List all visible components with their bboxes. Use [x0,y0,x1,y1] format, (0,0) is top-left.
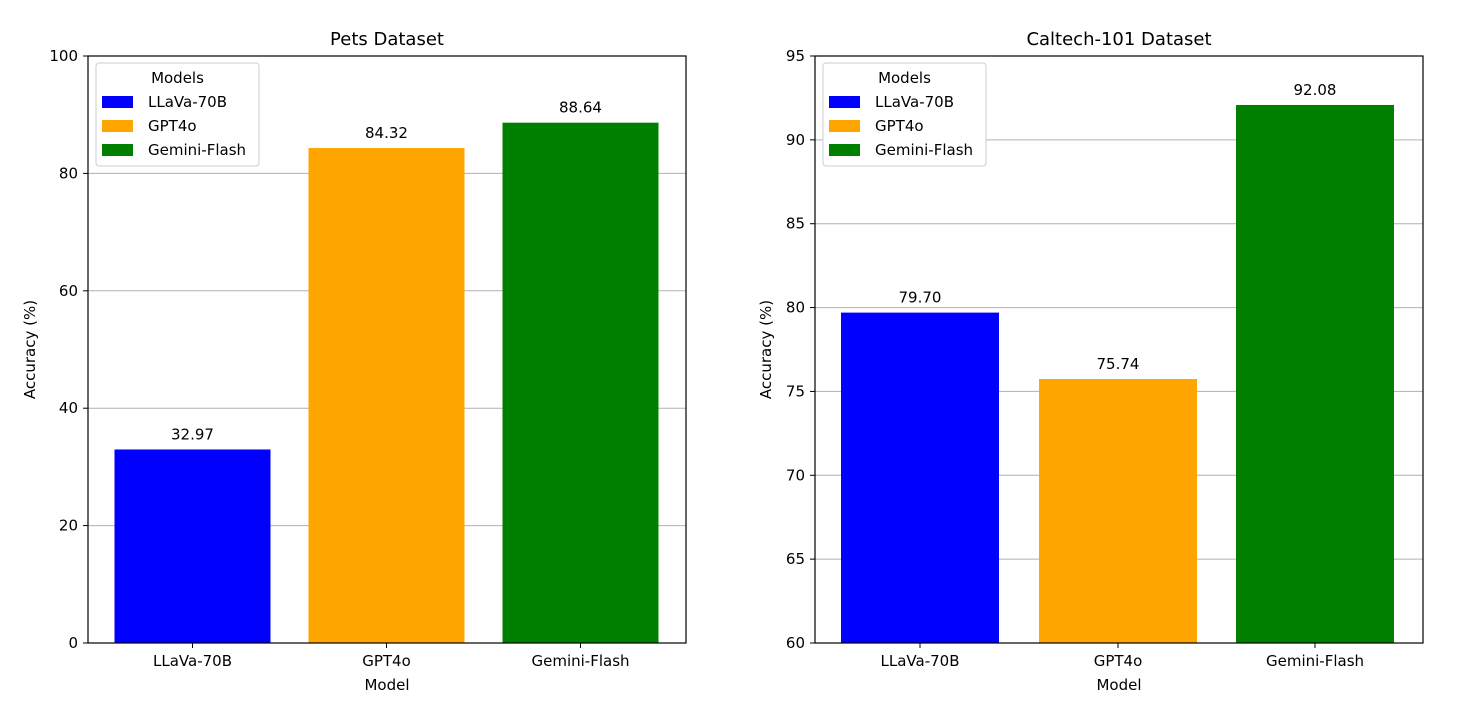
data-label: 32.97 [171,425,214,443]
y-axis-label: Accuracy (%) [21,300,39,399]
bar-gemini-flash [1236,104,1394,643]
legend-swatch [829,120,860,132]
legend-entry: LLaVa-70B [875,93,954,111]
x-tick-label: Gemini-Flash [1266,652,1364,670]
bar-gemini-flash [502,122,659,643]
y-tick-label: 80 [59,164,78,182]
x-tick-label: LLaVa-70B [881,652,960,670]
y-tick-label: 70 [786,466,805,484]
legend: Models LLaVa-70B GPT4o Gemini-Flash [822,62,987,167]
x-tick-label: GPT4o [362,652,411,670]
bar-gpt4o [308,148,465,643]
legend-entry: Gemini-Flash [875,141,973,159]
y-tick-label: 40 [59,399,78,417]
data-label: 75.74 [1097,355,1140,373]
bar-llava-70b [841,312,999,643]
y-tick-label: 90 [786,131,805,149]
chart-title: Caltech-101 Dataset [1026,29,1211,50]
chart-panel-2: 79.70 75.74 92.08 60 65 70 75 80 85 90 95 LLaVa-70B… [757,29,1424,694]
legend-title: Models [878,69,931,87]
legend-box [95,62,260,167]
legend-entry: GPT4o [148,117,197,135]
y-tick-label: 95 [786,47,805,65]
bar-gpt4o [1039,379,1197,643]
x-tick-label: GPT4o [1094,652,1143,670]
x-axis-label: Model [1096,676,1141,694]
x-tick-label: LLaVa-70B [153,652,232,670]
legend-entry: GPT4o [875,117,924,135]
y-tick-label: 0 [68,634,78,652]
data-label: 84.32 [365,124,408,142]
legend-box [822,62,987,167]
y-tick-label: 100 [49,47,78,65]
legend: Models LLaVa-70B GPT4o Gemini-Flash [95,62,260,167]
data-label: 88.64 [559,99,602,117]
y-tick-label: 60 [786,634,805,652]
legend-entry: LLaVa-70B [148,93,227,111]
x-tick-label: Gemini-Flash [531,652,629,670]
y-tick-label: 60 [59,282,78,300]
y-tick-label: 80 [786,299,805,317]
y-tick-label: 75 [786,382,805,400]
legend-swatch [829,144,860,156]
y-tick-label: 20 [59,517,78,535]
legend-swatch [829,96,860,108]
legend-swatch [102,120,133,132]
plot-frame [814,55,1424,644]
chart-title: Pets Dataset [330,29,444,50]
legend-entry: Gemini-Flash [148,141,246,159]
legend-title: Models [151,69,204,87]
legend-swatch [102,96,133,108]
x-axis-label: Model [364,676,409,694]
y-axis-label: Accuracy (%) [757,300,775,399]
y-tick-label: 65 [786,550,805,568]
bar-llava-70b [114,449,271,643]
data-label: 79.70 [899,289,942,307]
legend-swatch [102,144,133,156]
chart-panel-1: 32.97 84.32 88.64 0 20 40 60 80 100 LLaVa-70B GPT4… [21,29,687,694]
y-tick-label: 85 [786,215,805,233]
data-label: 92.08 [1294,81,1337,99]
